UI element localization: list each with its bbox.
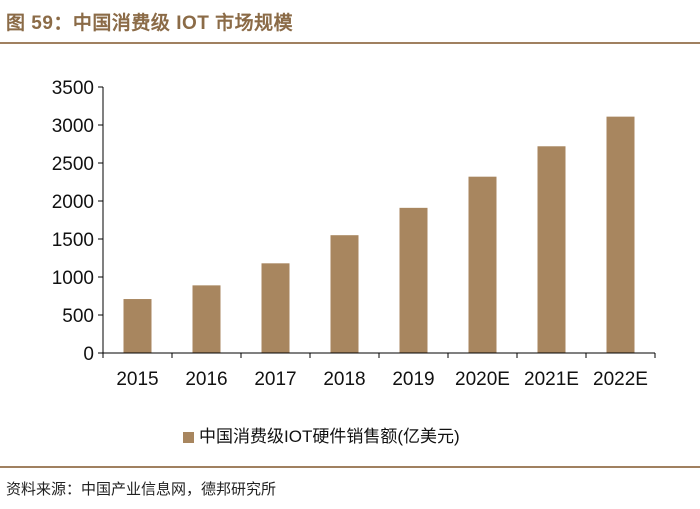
y-tick-label: 3000 xyxy=(52,116,94,137)
x-tick-label: 2022E xyxy=(593,369,648,390)
y-tick-label: 2500 xyxy=(52,154,94,175)
bars-group xyxy=(123,116,635,353)
y-tick-label: 2000 xyxy=(52,192,94,213)
bar-2021E xyxy=(537,146,566,353)
x-tick-label: 2018 xyxy=(323,369,365,390)
legend: 中国消费级IOT硬件销售额(亿美元) xyxy=(183,427,460,446)
y-tick-label: 1000 xyxy=(52,268,94,289)
source-note: 资料来源：中国产业信息网，德邦研究所 xyxy=(6,480,277,498)
footer-divider xyxy=(0,466,700,468)
y-tick-label: 1500 xyxy=(52,230,94,251)
legend-swatch xyxy=(183,432,194,443)
legend-label: 中国消费级IOT硬件销售额(亿美元) xyxy=(199,427,460,446)
figure-title: 图 59：中国消费级 IOT 市场规模 xyxy=(6,13,294,34)
bar-2017 xyxy=(261,263,290,353)
bar-2015 xyxy=(123,299,152,353)
x-tick-label: 2020E xyxy=(455,369,510,390)
x-axis: 2015 2016 2017 2018 2019 2020E 2021E 2022E xyxy=(102,352,656,390)
y-tick-label: 500 xyxy=(62,306,94,327)
x-tick-label: 2021E xyxy=(524,369,579,390)
bar-2020E xyxy=(468,176,497,353)
x-tick-label: 2016 xyxy=(185,369,227,390)
bar-2022E xyxy=(606,116,635,353)
x-tick-label: 2017 xyxy=(254,369,296,390)
y-tick-label: 3500 xyxy=(52,78,94,99)
x-tick-label: 2019 xyxy=(392,369,434,390)
bar-2018 xyxy=(330,235,359,353)
bar-2016 xyxy=(192,285,221,353)
bar-2019 xyxy=(399,207,428,353)
title-divider xyxy=(0,42,700,44)
y-tick-label: 0 xyxy=(83,344,94,365)
y-axis: 0 500 1000 1500 2000 2500 3000 3500 xyxy=(52,78,104,365)
x-tick-label: 2015 xyxy=(116,369,158,390)
